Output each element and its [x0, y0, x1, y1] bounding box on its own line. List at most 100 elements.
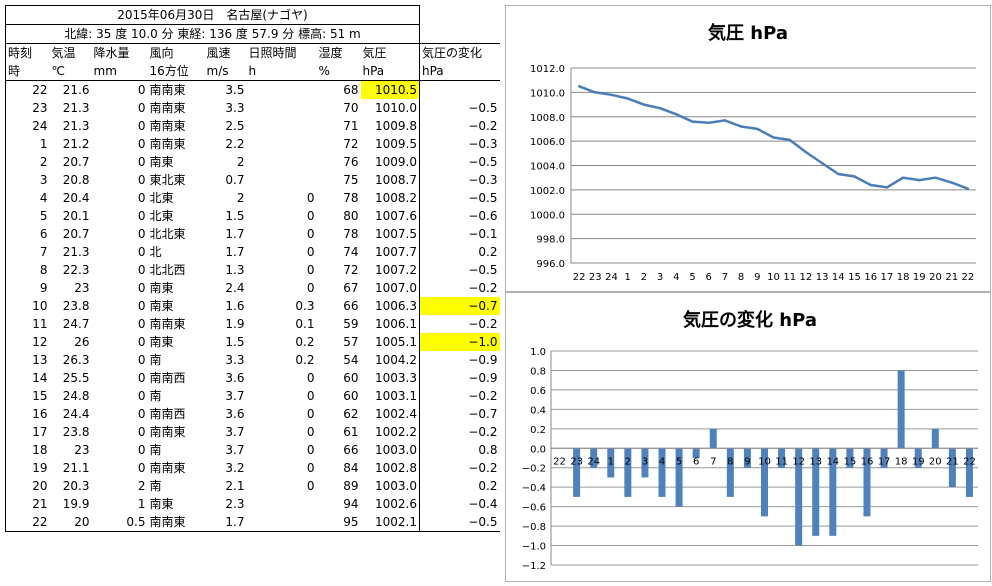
cell-wind-dir[interactable]: 南南東	[149, 82, 186, 97]
cell-pressure-change[interactable]: −0.4	[468, 496, 498, 511]
cell-time[interactable]: 18	[5, 441, 50, 459]
cell-time[interactable]: 3	[5, 171, 50, 189]
cell-sunshine[interactable]: 0.2	[295, 352, 315, 367]
cell-wind-dir[interactable]: 北	[149, 244, 162, 259]
cell-pressure-change[interactable]: −0.6	[468, 208, 498, 223]
cell-pressure[interactable]: 1003.0	[360, 441, 420, 459]
cell-wind-speed[interactable]: 2	[236, 154, 245, 169]
cell-humidity[interactable]: 74	[343, 244, 359, 259]
cell-temp[interactable]: 20.7	[62, 154, 90, 169]
cell-rain[interactable]: 0	[137, 262, 146, 277]
cell-humidity[interactable]: 57	[343, 334, 359, 349]
cell-pressure-change[interactable]: 0.2	[478, 244, 498, 259]
cell-pressure-change[interactable]: −0.9	[468, 352, 498, 367]
cell-wind-dir[interactable]: 南南東	[147, 513, 205, 532]
cell-pressure[interactable]: 1002.1	[360, 513, 420, 532]
cell-wind-speed[interactable]: 3.6	[225, 406, 245, 421]
column-header-press[interactable]: 気圧	[360, 43, 420, 62]
cell-humidity[interactable]: 66	[343, 298, 359, 313]
cell-humidity[interactable]: 66	[343, 442, 359, 457]
cell-pressure[interactable]: 1010.5	[360, 80, 420, 99]
cell-sunshine[interactable]: 0	[306, 424, 315, 439]
cell-sunshine[interactable]: 0	[306, 208, 315, 223]
cell-pressure[interactable]: 1002.4	[360, 405, 420, 423]
cell-humidity[interactable]: 71	[343, 118, 359, 133]
cell-time[interactable]: 9	[5, 279, 50, 297]
cell-wind-dir[interactable]: 北東	[149, 190, 174, 205]
cell-rain[interactable]: 0	[137, 460, 146, 475]
cell-wind-dir[interactable]: 南南東	[149, 118, 186, 133]
cell-time[interactable]: 23	[5, 99, 50, 117]
cell-wind-speed[interactable]: 3.7	[225, 424, 245, 439]
column-header-dir[interactable]: 風向	[147, 43, 205, 62]
cell-wind-speed[interactable]: 3.7	[225, 388, 245, 403]
unit-header-delta[interactable]: hPa	[419, 62, 500, 81]
cell-wind-speed[interactable]: 3.7	[225, 442, 245, 457]
cell-pressure[interactable]: 1007.7	[360, 243, 420, 261]
cell-rain[interactable]: 0	[137, 154, 146, 169]
cell-wind-speed[interactable]: 3.3	[225, 352, 245, 367]
cell-pressure[interactable]: 1009.0	[360, 153, 420, 171]
cell-wind-speed[interactable]: 3.2	[225, 460, 245, 475]
cell-wind-dir[interactable]: 南東	[149, 298, 174, 313]
cell-pressure-change[interactable]: −0.2	[468, 388, 498, 403]
cell-wind-dir[interactable]: 南東	[149, 154, 174, 169]
cell-sunshine[interactable]	[247, 171, 317, 189]
cell-humidity[interactable]: 84	[343, 460, 359, 475]
cell-humidity[interactable]: 72	[343, 262, 359, 277]
cell-time[interactable]: 17	[5, 423, 50, 441]
cell-temp[interactable]: 20.3	[62, 478, 90, 493]
column-header-time[interactable]: 時刻	[5, 43, 50, 62]
cell-time[interactable]: 7	[5, 243, 50, 261]
cell-humidity[interactable]: 70	[343, 100, 359, 115]
cell-wind-dir[interactable]: 南東	[149, 334, 174, 349]
cell-temp[interactable]: 21.3	[62, 100, 90, 115]
cell-rain[interactable]: 0	[137, 244, 146, 259]
cell-time[interactable]: 1	[5, 135, 50, 153]
cell-wind-speed[interactable]: 1.5	[225, 208, 245, 223]
cell-pressure-change[interactable]	[420, 81, 500, 100]
cell-time[interactable]: 6	[5, 225, 50, 243]
cell-wind-speed[interactable]: 2	[236, 190, 245, 205]
column-header-sun[interactable]: 日照時間	[246, 43, 317, 62]
cell-time[interactable]: 5	[5, 207, 50, 225]
cell-temp[interactable]: 20	[49, 513, 92, 532]
unit-header-wind[interactable]: m/s	[204, 62, 247, 81]
cell-pressure[interactable]: 1008.2	[360, 189, 420, 207]
cell-wind-dir[interactable]: 南南東	[149, 100, 186, 115]
cell-sunshine[interactable]: 0.3	[295, 298, 315, 313]
unit-header-press[interactable]: hPa	[360, 62, 420, 81]
cell-wind-speed[interactable]: 1.7	[225, 244, 245, 259]
cell-pressure[interactable]: 1007.0	[360, 279, 420, 297]
cell-wind-dir[interactable]: 南南東	[149, 136, 186, 151]
cell-wind-speed[interactable]: 2.4	[225, 280, 245, 295]
cell-pressure-change[interactable]: −0.2	[468, 424, 498, 439]
cell-humidity[interactable]: 75	[343, 172, 359, 187]
cell-wind-dir[interactable]: 南	[149, 442, 162, 457]
cell-wind-speed[interactable]: 0.7	[225, 172, 245, 187]
cell-pressure-change[interactable]: −1.0	[419, 333, 500, 351]
cell-sunshine[interactable]	[246, 513, 317, 532]
cell-humidity[interactable]: 60	[343, 388, 359, 403]
cell-rain[interactable]: 0	[137, 118, 146, 133]
cell-wind-speed[interactable]: 1.3	[225, 262, 245, 277]
cell-humidity[interactable]: 78	[343, 190, 359, 205]
cell-humidity[interactable]: 54	[343, 352, 359, 367]
cell-pressure[interactable]: 1002.6	[360, 495, 420, 513]
cell-wind-dir[interactable]: 南南西	[149, 406, 186, 421]
pressure-change-bar-chart[interactable]: 気圧の変化 hPa −1.2 −1.0 −0.8 −0.6 −0.4 −0.2 0.0 0.2 0…	[505, 292, 991, 582]
cell-temp[interactable]: 23	[74, 442, 90, 457]
cell-pressure-change[interactable]: 0.8	[478, 442, 498, 457]
cell-time[interactable]: 10	[5, 297, 50, 315]
cell-temp[interactable]: 20.8	[62, 172, 90, 187]
cell-temp[interactable]: 24.7	[62, 316, 90, 331]
cell-temp[interactable]: 25.5	[62, 370, 90, 385]
cell-sunshine[interactable]: 0	[306, 460, 315, 475]
cell-pressure[interactable]: 1006.3	[360, 297, 420, 315]
cell-wind-speed[interactable]: 2.3	[225, 496, 245, 511]
cell-temp[interactable]: 22.3	[62, 262, 90, 277]
cell-time[interactable]: 12	[5, 333, 50, 351]
cell-pressure[interactable]: 1010.0	[360, 99, 420, 117]
unit-header-temp[interactable]: ℃	[49, 62, 92, 81]
cell-humidity[interactable]: 67	[343, 280, 359, 295]
